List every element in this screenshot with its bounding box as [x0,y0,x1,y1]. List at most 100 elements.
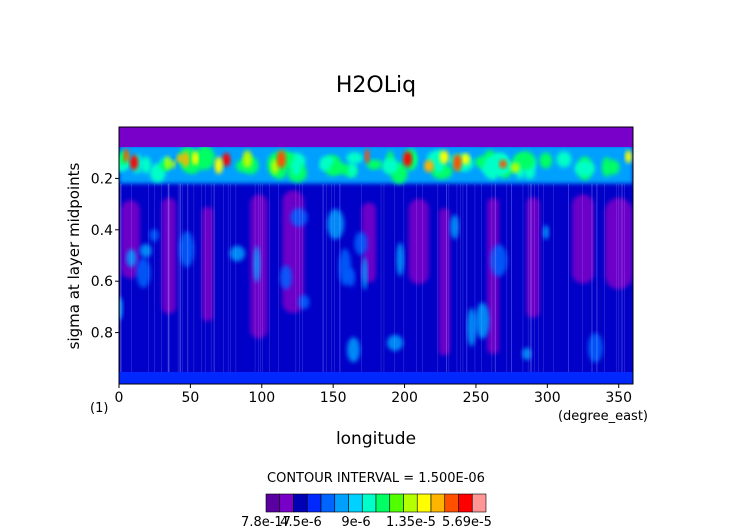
colorbar-swatch [348,493,363,513]
colorbar-tick-label: 9e-6 [341,515,370,530]
light-blue-patch [280,265,292,290]
light-blue-patch [126,249,137,268]
green-patch [574,160,595,177]
x-tick-label: 100 [248,390,275,406]
light-blue-patch [136,257,151,289]
hot-spot [242,150,253,169]
violet-pocket [201,206,214,322]
light-blue-patch [542,225,550,240]
top-band [119,127,633,147]
light-blue-patch [338,248,352,286]
colorbar-swatch [416,493,432,513]
colorbar-swatch [389,493,404,513]
colorbar-swatch [458,493,473,513]
light-blue-patch [119,296,123,320]
green-patch [330,163,349,175]
colorbar-swatch [471,493,487,513]
light-blue-patch [179,231,195,268]
upper-peak-layer [119,144,633,184]
plot-area [119,127,633,384]
green-patch [539,152,553,169]
hot-spot [192,150,199,164]
x-axis-ticks: 0 50 100 150 200 250 300 350 [115,384,632,406]
y-axis-ticks: 0.2 0.4 0.6 0.8 [91,171,119,342]
bottom-band [119,372,633,384]
colorbar-swatch [306,493,322,513]
light-blue-patch [490,244,508,277]
hot-spot [123,148,129,163]
violet-pocket [526,197,540,318]
colorbar-swatch [320,493,336,513]
hot-spot [461,153,470,165]
colorbar-labels: 7.8e-174.5e-6 9e-6 1.35e-5 5.69e-5 [241,515,492,530]
light-blue-patch [327,208,345,240]
green-patch [366,159,383,170]
green-patch [291,159,302,176]
hot-spot [164,156,171,170]
hot-spot [499,159,507,169]
y-tick-label: 0.4 [91,223,113,239]
y-tick-label: 0.6 [91,274,113,290]
hot-spot [271,159,280,175]
hot-spot [625,150,632,163]
x-tick-label: 50 [181,390,199,406]
light-blue-patch [466,307,477,347]
green-patch [381,158,399,174]
light-blue-patch [396,242,405,277]
x-tick-label: 0 [115,390,124,406]
hot-spot [276,150,286,169]
violet-pocket [604,197,633,290]
y-tick-label: 0.2 [91,171,113,187]
light-blue-patch [587,332,603,363]
colorbar-swatch [444,493,459,513]
light-blue-patch [139,243,152,258]
hot-spot [439,150,449,164]
green-patch [601,157,612,177]
x-axis-label: longitude [336,429,416,449]
violet-pocket [408,198,429,285]
hot-spot [214,157,223,174]
x-tick-label: 350 [605,390,632,406]
hot-spot [453,154,462,172]
hot-spot [364,148,370,164]
contour-interval: CONTOUR INTERVAL = 1.500E-06 [267,471,485,486]
colorbar-swatch [293,493,308,513]
x-tick-label: 150 [320,390,347,406]
green-patch [556,151,572,168]
violet-pocket [486,197,500,355]
light-blue-patch [229,245,246,262]
hot-spot [222,152,231,167]
hot-spot [182,151,190,168]
green-patch [347,161,357,178]
light-blue-patch [290,208,308,227]
green-patch [140,156,152,174]
light-blue-patch [354,231,368,256]
colorbar-swatch [403,493,418,513]
hot-spot [510,162,520,173]
colorbar-swatch [375,493,391,513]
violet-pocket [161,197,177,314]
colorbar-swatch [279,493,294,513]
light-blue-patch [450,214,459,240]
light-blue-patch [522,347,532,361]
colorbar-tick-label: 4.5e-6 [280,515,322,530]
colorbar-tick-label: 1.35e-5 [386,515,436,530]
light-blue-patch [149,228,159,242]
colorbar-tick-label: 7.8e-17 [241,515,291,530]
hot-spot [424,160,434,173]
colorbar [265,493,487,513]
y-axis-label: sigma at layer midpoints [65,162,83,349]
x-tick-label: 300 [534,390,561,406]
light-blue-patch [387,334,404,351]
green-patch [320,156,334,167]
x-tick-label: 250 [463,390,490,406]
violet-pocket [439,207,450,356]
colorbar-tick-label: 5.69e-5 [442,515,492,530]
light-blue-patch [253,245,261,283]
y-tick-label: 0.8 [91,326,113,342]
light-blue-patch [298,294,310,310]
x-tick-label: 200 [391,390,418,406]
plot-frame [118,126,634,385]
hot-spot [170,159,176,169]
colorbar-swatch [334,493,349,513]
